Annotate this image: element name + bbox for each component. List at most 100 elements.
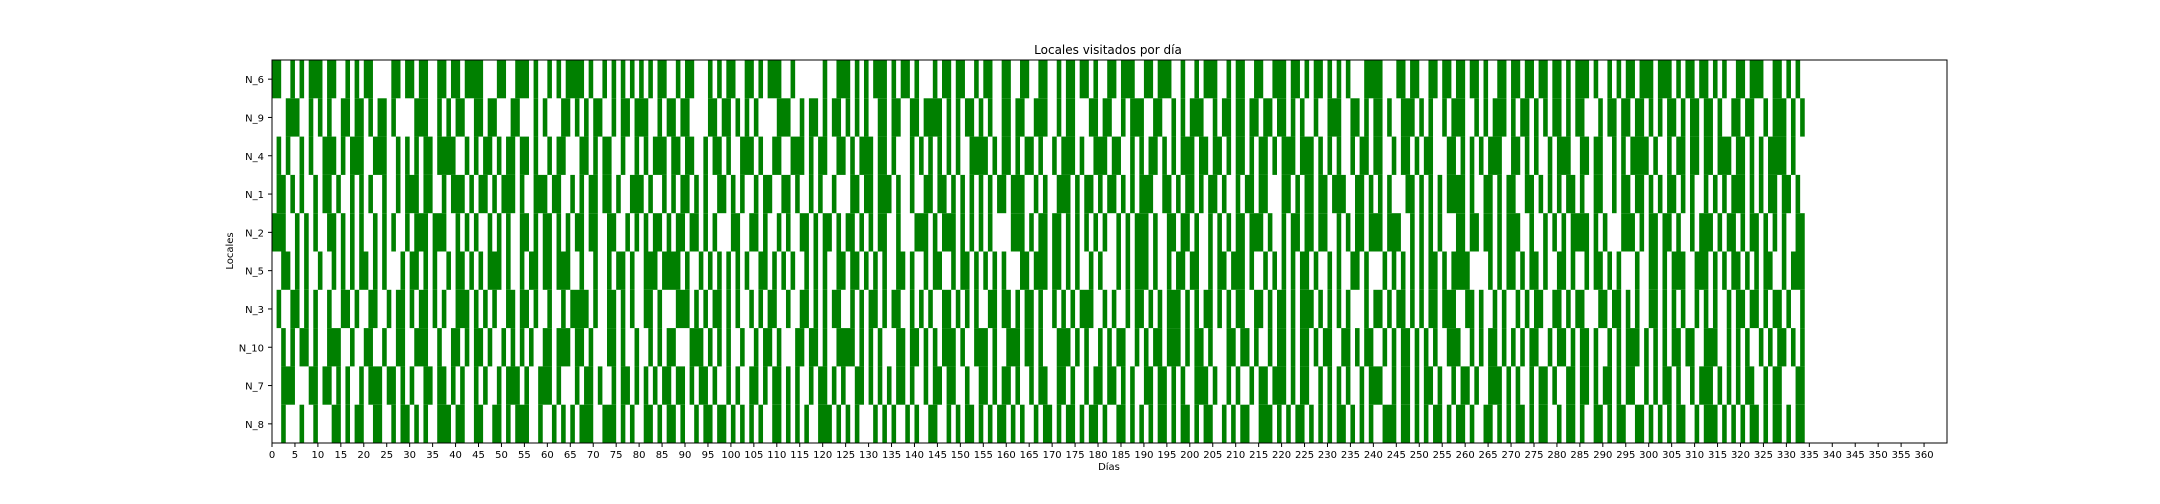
visit-cell-N_9-day-147 bbox=[946, 98, 952, 137]
visit-cell-N_7-day-36 bbox=[437, 366, 447, 405]
visit-cell-N_7-day-282 bbox=[1566, 366, 1576, 405]
visit-cell-N_5-day-123 bbox=[836, 251, 846, 290]
visit-cell-N_7-day-74 bbox=[611, 366, 617, 405]
visit-cell-N_5-day-269 bbox=[1506, 251, 1516, 290]
visit-cell-N_9-day-250 bbox=[1419, 98, 1424, 137]
visit-cell-N_6-day-225 bbox=[1304, 60, 1310, 99]
visit-cell-N_8-day-207 bbox=[1221, 404, 1227, 443]
visit-cell-N_1-day-300 bbox=[1648, 174, 1654, 214]
visit-cell-N_4-day-265 bbox=[1488, 136, 1502, 175]
visit-cell-N_7-day-276 bbox=[1538, 366, 1548, 405]
y-tick-label: N_2 bbox=[245, 228, 264, 239]
visit-cell-N_2-day-239 bbox=[1368, 213, 1383, 252]
visit-cell-N_9-day-196 bbox=[1171, 98, 1177, 137]
visit-cell-N_7-day-151 bbox=[964, 366, 970, 405]
x-tick-label: 350 bbox=[1869, 450, 1888, 461]
visit-cell-N_10-day-44 bbox=[473, 328, 484, 367]
visit-cell-N_5-day-116 bbox=[804, 251, 809, 290]
visit-cell-N_2-day-17 bbox=[350, 213, 355, 252]
visit-cell-N_4-day-278 bbox=[1547, 136, 1553, 175]
visit-cell-N_4-day-270 bbox=[1511, 136, 1521, 175]
visit-cell-N_4-day-170 bbox=[1052, 136, 1057, 175]
visit-cell-N_10-day-171 bbox=[1056, 328, 1071, 367]
visit-cell-N_7-day-198 bbox=[1180, 366, 1186, 405]
visit-cell-N_1-day-239 bbox=[1368, 174, 1374, 214]
visit-cell-N_8-day-325 bbox=[1763, 404, 1769, 443]
visit-cell-N_2-day-69 bbox=[588, 213, 598, 252]
visit-cell-N_4-day-152 bbox=[969, 136, 988, 175]
visit-cell-N_3-day-191 bbox=[1148, 289, 1154, 329]
visit-cell-N_3-day-146 bbox=[942, 289, 952, 329]
visit-cell-N_8-day-102 bbox=[740, 404, 745, 443]
visit-cell-N_9-day-205 bbox=[1212, 98, 1218, 137]
visit-cell-N_4-day-220 bbox=[1281, 136, 1296, 175]
visit-cell-N_3-day-263 bbox=[1478, 289, 1484, 329]
visit-cell-N_7-day-213 bbox=[1249, 366, 1255, 405]
visit-cell-N_2-day-35 bbox=[432, 213, 447, 252]
visit-cell-N_4-day-29 bbox=[405, 136, 410, 175]
visit-cell-N_4-day-1 bbox=[276, 136, 282, 175]
visit-cell-N_1-day-168 bbox=[1042, 174, 1048, 214]
visit-cell-N_2-day-19 bbox=[359, 213, 364, 252]
visit-cell-N_1-day-57 bbox=[533, 174, 548, 214]
visit-cell-N_2-day-144 bbox=[932, 213, 938, 252]
visit-cell-N_6-day-222 bbox=[1290, 60, 1300, 99]
visit-cell-N_10-day-39 bbox=[450, 328, 461, 367]
visit-cell-N_8-day-332 bbox=[1795, 404, 1805, 443]
x-tick-label: 45 bbox=[472, 450, 485, 461]
visit-cell-N_3-day-243 bbox=[1387, 289, 1392, 329]
visit-cell-N_6-day-291 bbox=[1607, 60, 1612, 99]
visit-cell-N_1-day-254 bbox=[1437, 174, 1443, 214]
visit-cell-N_9-day-235 bbox=[1350, 98, 1360, 137]
visit-cell-N_1-day-19 bbox=[359, 174, 364, 214]
visit-cell-N_8-day-228 bbox=[1318, 404, 1323, 443]
visit-cell-N_1-day-177 bbox=[1084, 174, 1094, 214]
visit-cell-N_7-day-246 bbox=[1400, 366, 1411, 405]
visit-cell-N_9-day-95 bbox=[707, 98, 718, 137]
visit-cell-N_7-day-58 bbox=[538, 366, 552, 405]
visit-cell-N_5-day-175 bbox=[1075, 251, 1080, 290]
visit-cell-N_1-day-166 bbox=[1033, 174, 1039, 214]
visit-cell-N_3-day-81 bbox=[643, 289, 653, 329]
visit-cell-N_1-day-261 bbox=[1469, 174, 1475, 214]
visit-cell-N_7-day-132 bbox=[877, 366, 883, 405]
visit-cell-N_9-day-192 bbox=[1153, 98, 1163, 137]
visit-cell-N_1-day-280 bbox=[1556, 174, 1562, 214]
visit-cell-N_9-day-129 bbox=[863, 98, 869, 137]
visit-cell-N_9-day-44 bbox=[473, 98, 484, 137]
visit-cell-N_9-day-304 bbox=[1667, 98, 1677, 137]
visit-cell-N_1-day-72 bbox=[602, 174, 612, 214]
visit-cell-N_7-day-210 bbox=[1235, 366, 1241, 405]
visit-cell-N_3-day-300 bbox=[1648, 289, 1658, 329]
visit-cell-N_1-day-92 bbox=[694, 174, 699, 214]
visit-cell-N_5-day-238 bbox=[1364, 251, 1369, 290]
visit-cell-N_8-day-178 bbox=[1088, 404, 1099, 443]
visit-cell-N_8-day-249 bbox=[1414, 404, 1420, 443]
visit-cell-N_1-day-185 bbox=[1120, 174, 1126, 214]
visit-cell-N_4-day-126 bbox=[850, 136, 855, 175]
x-tick-label: 215 bbox=[1249, 450, 1268, 461]
visit-cell-N_7-day-96 bbox=[712, 366, 718, 405]
visit-cell-N_7-day-177 bbox=[1084, 366, 1089, 405]
visit-cell-N_6-day-218 bbox=[1272, 60, 1287, 99]
visit-cell-N_7-day-19 bbox=[359, 366, 364, 405]
visit-cell-N_4-day-119 bbox=[818, 136, 828, 175]
visit-cell-N_7-day-39 bbox=[450, 366, 456, 405]
visit-cell-N_6-day-97 bbox=[717, 60, 722, 99]
visit-cell-N_1-day-180 bbox=[1098, 174, 1103, 214]
visit-cell-N_6-day-319 bbox=[1735, 60, 1746, 99]
visit-cell-N_4-day-57 bbox=[533, 136, 539, 175]
visit-cell-N_3-day-255 bbox=[1442, 289, 1456, 329]
visit-cell-N_8-day-65 bbox=[570, 404, 575, 443]
visit-cell-N_2-day-104 bbox=[749, 213, 759, 252]
visit-cell-N_3-day-214 bbox=[1254, 289, 1264, 329]
visit-cell-N_6-day-308 bbox=[1685, 60, 1695, 99]
visit-cell-N_8-day-149 bbox=[955, 404, 961, 443]
visit-cell-N_9-day-84 bbox=[657, 98, 663, 137]
visit-cell-N_6-day-302 bbox=[1657, 60, 1672, 99]
visit-cell-N_7-day-93 bbox=[698, 366, 708, 405]
visit-cell-N_6-day-258 bbox=[1455, 60, 1466, 99]
visit-cell-N_3-day-63 bbox=[561, 289, 566, 329]
visit-cell-N_4-day-196 bbox=[1171, 136, 1177, 175]
visit-cell-N_10-day-120 bbox=[822, 328, 828, 367]
